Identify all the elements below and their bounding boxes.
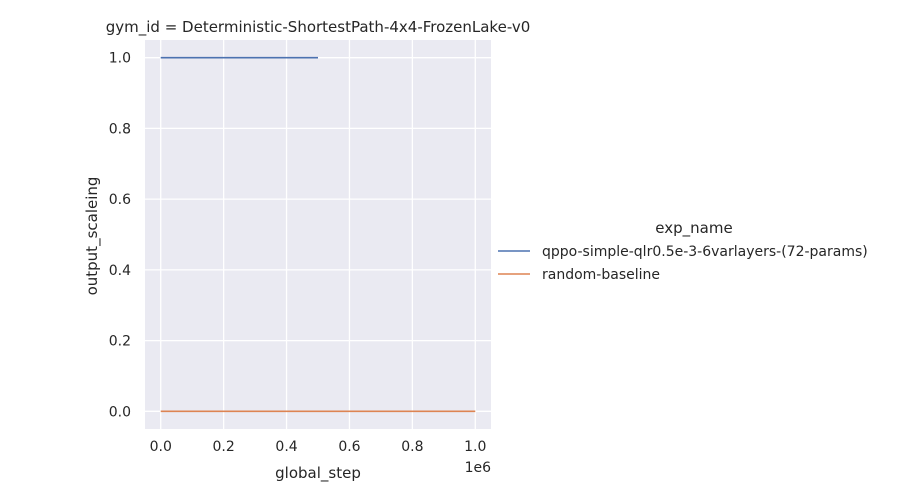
x-tick-labels: 0.0 0.2 0.4 0.6 0.8 1.0	[150, 439, 487, 455]
y-tick-label: 1.0	[109, 51, 131, 67]
x-tick-label: 0.2	[213, 439, 235, 455]
y-axis-label: output_scaleing	[83, 177, 102, 296]
series-layer	[160, 56, 476, 413]
legend-title: exp_name	[655, 219, 732, 238]
x-axis-offset-label: 1e6	[465, 460, 492, 476]
chart-title: gym_id = Deterministic-ShortestPath-4x4-…	[106, 18, 531, 37]
x-tick-label: 0.4	[275, 439, 297, 455]
x-tick-label: 0.8	[401, 439, 423, 455]
plot-background	[145, 40, 491, 429]
x-tick-label: 0.0	[150, 439, 172, 455]
y-tick-label: 0.8	[109, 121, 131, 137]
y-tick-label: 0.0	[109, 404, 131, 420]
legend-entry-1: random-baseline	[542, 267, 660, 283]
y-tick-label: 0.6	[109, 192, 131, 208]
x-tick-label: 1.0	[464, 439, 486, 455]
x-axis-label: global_step	[275, 464, 361, 483]
y-tick-label: 0.4	[109, 263, 131, 279]
legend: exp_name qppo-simple-qlr0.5e-3-6varlayer…	[498, 219, 868, 283]
x-tick-label: 0.6	[338, 439, 360, 455]
y-tick-labels: 0.0 0.2 0.4 0.6 0.8 1.0	[109, 51, 131, 421]
legend-entry-0: qppo-simple-qlr0.5e-3-6varlayers-(72-par…	[542, 244, 868, 260]
y-tick-label: 0.2	[109, 334, 131, 350]
